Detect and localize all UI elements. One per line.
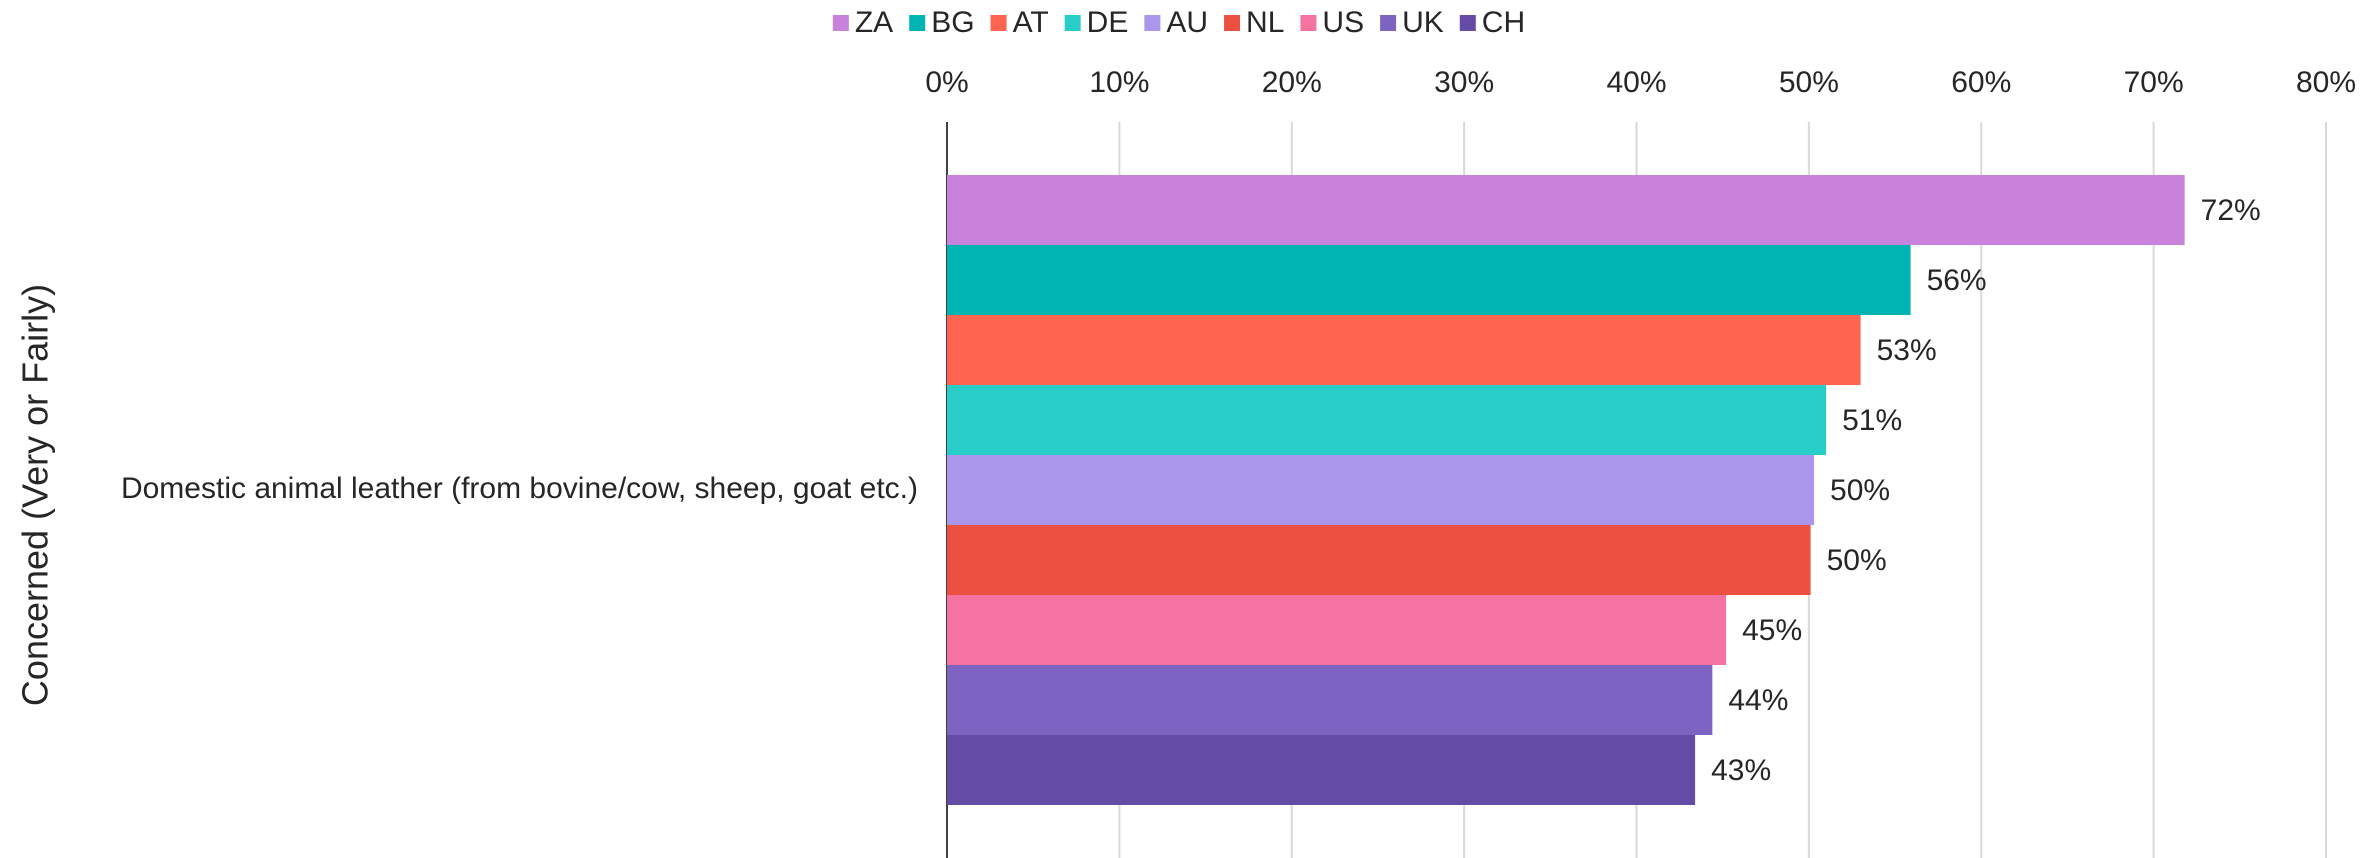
x-tick-label: 70% bbox=[2124, 66, 2184, 99]
x-tick-label: 80% bbox=[2296, 66, 2356, 99]
legend-label: US bbox=[1322, 6, 1364, 39]
bar bbox=[947, 735, 1696, 805]
bar bbox=[947, 525, 1811, 595]
bar bbox=[947, 175, 2185, 245]
bar bbox=[947, 315, 1861, 385]
data-label: 50% bbox=[1827, 544, 1887, 577]
legend-label: CH bbox=[1482, 6, 1525, 39]
legend-label: BG bbox=[931, 6, 974, 39]
data-label: 50% bbox=[1830, 474, 1890, 507]
legend-label: UK bbox=[1402, 6, 1444, 39]
x-tick-label: 20% bbox=[1262, 66, 1322, 99]
data-label: 45% bbox=[1742, 614, 1802, 647]
legend-label: AT bbox=[1013, 6, 1049, 39]
x-tick-label: 0% bbox=[925, 66, 968, 99]
legend-swatch bbox=[832, 15, 849, 31]
legend-swatch bbox=[1300, 15, 1317, 31]
data-label: 56% bbox=[1927, 264, 1987, 297]
category-label: Domestic animal leather (from bovine/cow… bbox=[121, 472, 918, 505]
bar bbox=[947, 665, 1713, 735]
data-label: 51% bbox=[1842, 404, 1902, 437]
legend-swatch bbox=[1380, 15, 1397, 31]
data-label: 43% bbox=[1711, 754, 1771, 787]
legend-label: AU bbox=[1166, 6, 1208, 39]
legend-swatch bbox=[990, 15, 1007, 31]
bar bbox=[947, 455, 1815, 525]
x-tick-label: 10% bbox=[1089, 66, 1149, 99]
x-tick-label: 40% bbox=[1606, 66, 1666, 99]
data-label: 44% bbox=[1728, 684, 1788, 717]
bar bbox=[947, 245, 1911, 315]
legend-label: ZA bbox=[855, 6, 893, 39]
legend-swatch bbox=[1459, 15, 1476, 31]
data-label: 53% bbox=[1877, 334, 1937, 367]
legend-swatch bbox=[1144, 15, 1161, 31]
x-tick-label: 60% bbox=[1951, 66, 2011, 99]
legend-swatch bbox=[1224, 15, 1241, 31]
bar bbox=[947, 595, 1727, 665]
legend-swatch bbox=[909, 15, 926, 31]
legend-label: NL bbox=[1246, 6, 1284, 39]
x-tick-label: 30% bbox=[1434, 66, 1494, 99]
bar bbox=[947, 385, 1827, 455]
legend-swatch bbox=[1064, 15, 1081, 31]
x-tick-label: 50% bbox=[1779, 66, 1839, 99]
legend-label: DE bbox=[1087, 6, 1129, 39]
y-axis-title: Concerned (Very or Fairly) bbox=[15, 284, 56, 706]
data-label: 72% bbox=[2201, 194, 2261, 227]
